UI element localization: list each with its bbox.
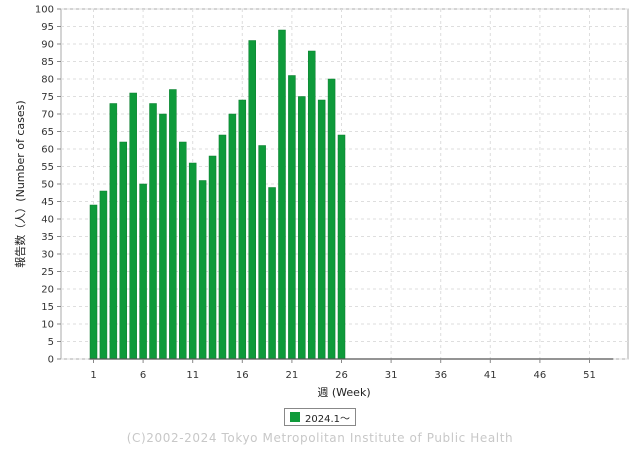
bar xyxy=(278,29,286,360)
y-tick-label: 20 xyxy=(41,285,54,296)
x-tick-label: 16 xyxy=(236,370,249,381)
y-tick-label: 100 xyxy=(35,5,54,16)
bar xyxy=(337,134,346,360)
bar xyxy=(228,113,237,360)
bar xyxy=(248,40,256,360)
bar xyxy=(298,96,306,360)
bars xyxy=(89,29,346,360)
y-tick-label: 0 xyxy=(48,355,54,366)
y-tick-label: 70 xyxy=(41,110,54,121)
x-tick-label: 21 xyxy=(286,370,299,381)
bar xyxy=(169,89,177,360)
y-tick-label: 10 xyxy=(41,320,54,331)
y-tick-label: 35 xyxy=(41,232,54,243)
bar xyxy=(99,190,108,360)
x-axis: 1 6 11 16 21 26 31 36 41 46 51 xyxy=(90,359,596,381)
y-tick-label: 60 xyxy=(41,145,54,156)
bar xyxy=(198,180,207,360)
bar xyxy=(317,99,326,360)
y-tick-label: 75 xyxy=(41,92,54,103)
bar xyxy=(327,78,336,360)
x-tick-label: 41 xyxy=(484,370,497,381)
y-tick-label: 95 xyxy=(41,22,54,33)
y-tick-label: 15 xyxy=(41,302,54,313)
y-axis-title: 報告数（人）(Number of cases) xyxy=(14,100,27,267)
bar xyxy=(238,99,247,360)
y-tick-label: 90 xyxy=(41,40,54,51)
y-tick-label: 50 xyxy=(41,180,54,191)
bar xyxy=(218,134,227,360)
bar xyxy=(188,162,197,360)
bar xyxy=(179,141,187,360)
x-tick-label: 31 xyxy=(385,370,398,381)
bar xyxy=(89,204,98,360)
y-tick-label: 80 xyxy=(41,75,54,86)
legend-swatch xyxy=(290,412,300,422)
x-tick-label: 51 xyxy=(583,370,596,381)
bar xyxy=(258,145,266,360)
y-tick-label: 30 xyxy=(41,250,54,261)
bar xyxy=(159,113,167,360)
bar xyxy=(268,187,276,360)
x-tick-label: 46 xyxy=(534,370,547,381)
bar xyxy=(208,155,217,360)
legend: 2024.1～ xyxy=(284,408,356,426)
bar xyxy=(307,50,316,360)
legend-label: 2024.1～ xyxy=(305,413,350,425)
x-axis-title: 週 (Week) xyxy=(317,386,370,399)
y-tick-label: 5 xyxy=(48,337,54,348)
x-tick-label: 1 xyxy=(90,370,96,381)
copyright-footer: (C)2002-2024 Tokyo Metropolitan Institut… xyxy=(126,431,514,445)
bar xyxy=(109,103,118,360)
y-tick-label: 25 xyxy=(41,267,54,278)
x-tick-label: 26 xyxy=(335,370,348,381)
y-tick-label: 85 xyxy=(41,57,54,68)
bar xyxy=(139,183,147,360)
bar xyxy=(288,75,296,360)
x-tick-label: 36 xyxy=(434,370,447,381)
y-tick-label: 40 xyxy=(41,215,54,226)
y-tick-label: 55 xyxy=(41,162,54,173)
y-tick-label: 45 xyxy=(41,197,54,208)
bar xyxy=(129,92,137,360)
x-tick-label: 6 xyxy=(140,370,146,381)
x-tick-label: 11 xyxy=(186,370,199,381)
y-tick-label: 65 xyxy=(41,127,54,138)
bar xyxy=(149,103,157,360)
y-axis: 0 5 10 15 20 25 30 35 40 45 50 55 60 65 70 75 80 85 90 95 10… xyxy=(35,5,61,366)
bar xyxy=(119,141,128,360)
